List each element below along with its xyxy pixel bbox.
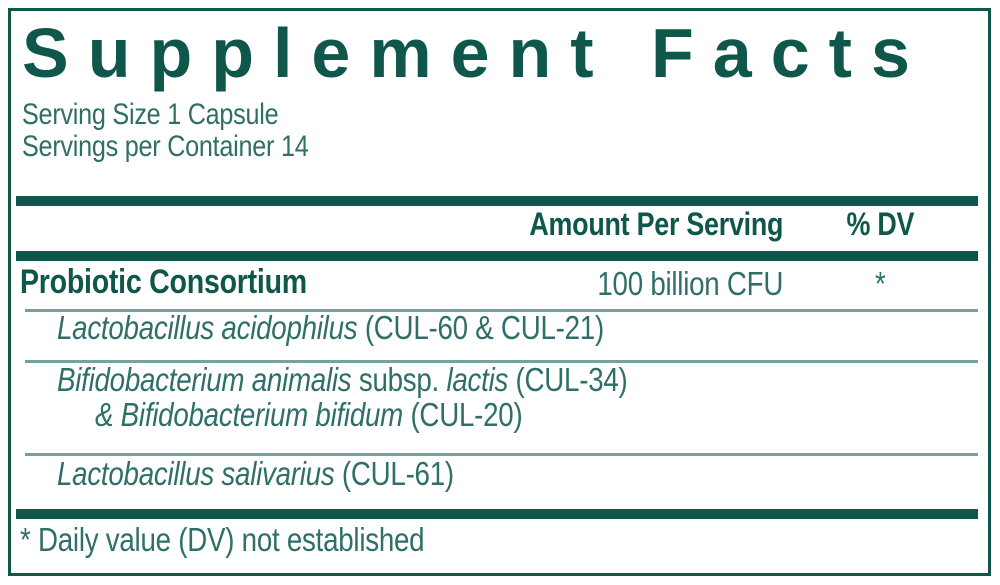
amount-per-serving-header: Amount Per Serving <box>529 206 783 242</box>
header-bottom-thick-divider <box>16 251 978 261</box>
thin-divider <box>25 309 978 312</box>
serving-size-line: Serving Size 1 Capsule <box>22 97 327 133</box>
supplement-facts-panel: Supplement Facts Serving Size 1 Capsule … <box>8 8 991 576</box>
footnote-thick-divider <box>16 509 978 519</box>
daily-value-footnote: * Daily value (DV) not established <box>20 521 425 558</box>
supplement-facts-title: Supplement Facts <box>22 14 929 92</box>
header-top-thick-divider <box>16 196 978 206</box>
thin-divider <box>25 453 978 456</box>
servings-per-container-line: Servings per Container 14 <box>22 129 363 165</box>
percent-dv-header: % DV <box>846 206 914 242</box>
ingredient-row: Bifidobacterium animalis subsp. lactis (… <box>57 361 628 433</box>
servings-per-container-text: Servings per Container 14 <box>22 130 309 163</box>
probiotic-consortium-name: Probiotic Consortium <box>20 263 307 301</box>
dv-asterisk: * <box>874 265 886 302</box>
ingredient-row: Lactobacillus salivarius (CUL-61) <box>57 455 454 492</box>
amount-value: 100 billion CFU <box>597 265 783 302</box>
thin-divider <box>25 360 978 363</box>
serving-size-text: Serving Size 1 Capsule <box>22 98 279 131</box>
ingredient-row: Lactobacillus acidophilus (CUL-60 & CUL-… <box>57 309 604 346</box>
